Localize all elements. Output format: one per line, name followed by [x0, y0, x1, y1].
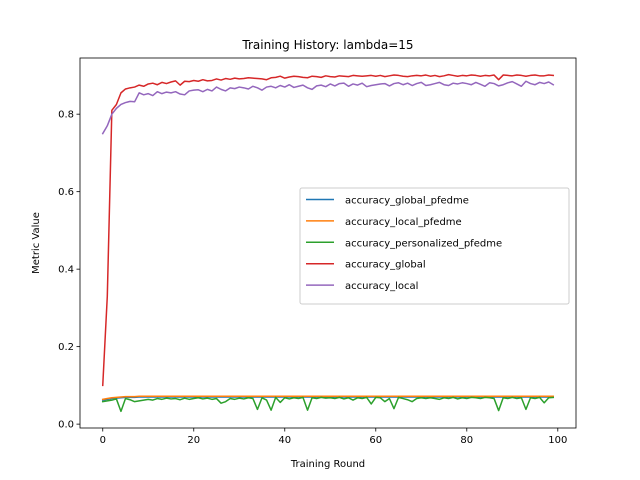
series-line-accuracy_personalized_pfedme: [101, 396, 555, 413]
legend-label: accuracy_personalized_pfedme: [345, 238, 502, 249]
y-axis-label: Metric Value: [31, 212, 42, 274]
series-line-accuracy_local_pfedme: [101, 395, 554, 401]
y-tick-label: 0.2: [58, 342, 74, 353]
axes-frame: [79, 57, 577, 429]
x-tick-label: 0: [100, 435, 106, 446]
legend-label: accuracy_local_pfedme: [345, 217, 462, 228]
x-axis-label: Training Round: [290, 459, 365, 470]
chart-title: Training History: lambda=15: [241, 38, 413, 52]
y-axis-ticks: 0.0 0.2 0.4 0.6 0.8: [58, 110, 80, 431]
x-tick-label: 20: [187, 435, 200, 446]
x-tick-label: 40: [278, 435, 291, 446]
y-tick-label: 0.6: [58, 187, 74, 198]
legend-label: accuracy_local: [345, 281, 418, 292]
y-tick-label: 0.0: [58, 420, 74, 431]
y-tick-label: 0.8: [58, 110, 74, 121]
series-line-accuracy_global: [101, 73, 555, 387]
legend-label: accuracy_global_pfedme: [345, 196, 469, 207]
x-axis-ticks: 0 20 40 60 80 100: [100, 428, 567, 446]
legend: accuracy_global_pfedme accuracy_local_pfe…: [299, 187, 570, 305]
x-tick-label: 100: [548, 435, 567, 446]
x-tick-label: 60: [369, 435, 382, 446]
series-line-accuracy_global_pfedme: [101, 396, 554, 401]
legend-label: accuracy_global: [345, 260, 426, 271]
x-tick-label: 80: [460, 435, 473, 446]
series-lines: [101, 73, 555, 413]
legend-box: [299, 187, 570, 305]
y-tick-label: 0.4: [58, 265, 74, 276]
series-line-accuracy_local: [101, 80, 555, 135]
